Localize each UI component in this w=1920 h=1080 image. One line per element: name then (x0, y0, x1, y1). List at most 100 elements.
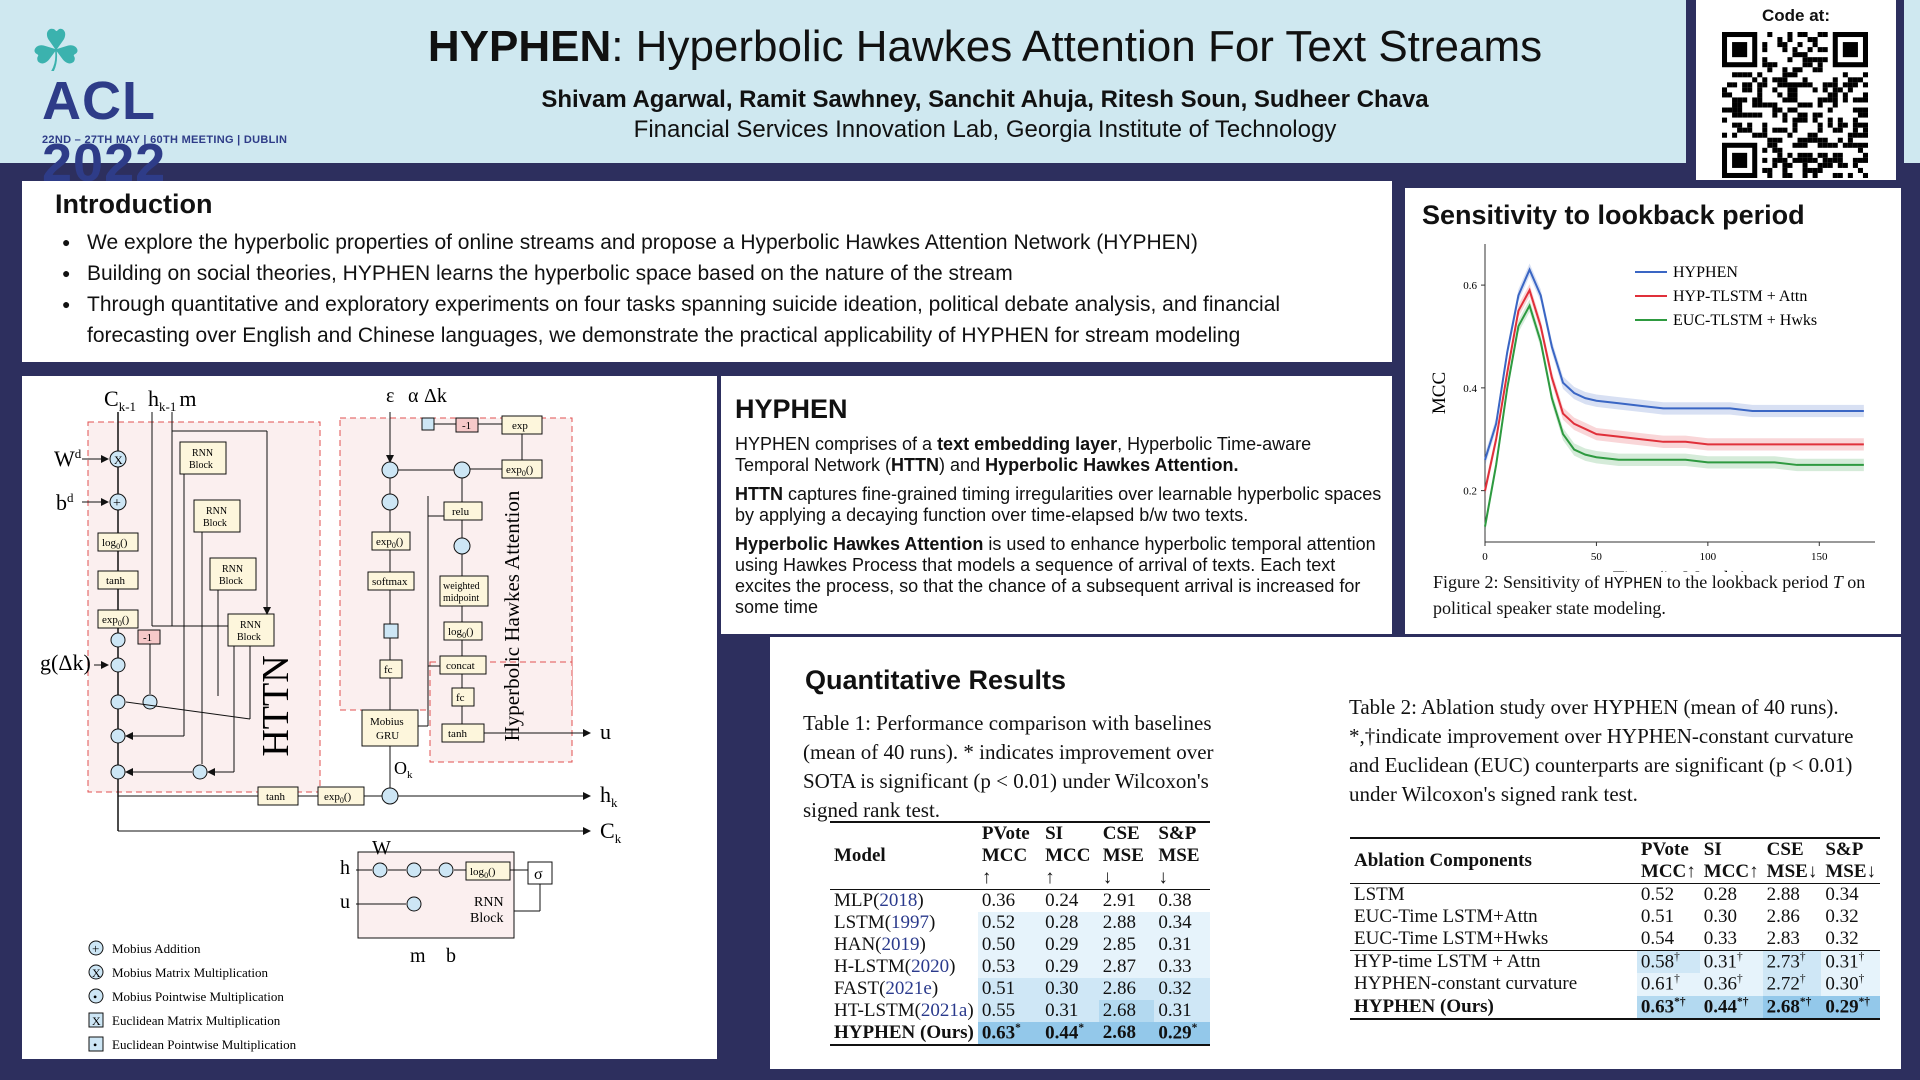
figure-caption: Figure 2: Sensitivity of HYPHEN to the l… (1433, 572, 1866, 618)
qr-panel: Code at: (1696, 0, 1896, 180)
legend-euclidean-matmul: Euclidean Matrix Multiplication (112, 1013, 281, 1028)
relu-text: relu (452, 506, 470, 518)
metric-cell: 0.31 (1154, 934, 1210, 956)
title-rest: : Hyperbolic Hawkes Attention For Text S… (611, 22, 1543, 71)
ablation-name: HYPHEN-constant curvature (1354, 973, 1578, 995)
exp0-out-block (317, 786, 365, 806)
quantitative-results-panel: Quantitative Results Table 1: Performanc… (770, 637, 1901, 1069)
output-hk: hk (600, 782, 618, 810)
svg-text:W: W (372, 837, 391, 859)
metric-cell: 2.87 (1098, 956, 1155, 978)
rnn-block-2: RNN Block (193, 499, 241, 533)
legend-mobius-pointwise: Mobius Pointwise Multiplication (112, 989, 284, 1004)
table2: Ablation Components PVote MCC↑ SI MCC↑ CSE … (1350, 837, 1880, 1020)
svg-text:•: • (93, 1038, 97, 1052)
table1-header-cell: Model (834, 845, 886, 866)
table1-header-cell: S&P MSE ↓ (1158, 823, 1200, 888)
title-bold: HYPHEN (427, 22, 612, 71)
tanh-block (97, 570, 139, 590)
input-bd-label: bd (56, 490, 74, 515)
exp-text: exp (512, 420, 528, 432)
metric-cell: 0.31 (1041, 1000, 1099, 1022)
metric-cell: 0.31† (1699, 950, 1763, 974)
model-name: MLP(2018) (834, 890, 924, 911)
x-tick-label: 100 (1700, 551, 1717, 563)
fc-text: fc (384, 664, 393, 676)
citation-link[interactable]: 2018 (879, 890, 918, 911)
metric-cell: 0.36 (977, 889, 1042, 912)
table1-caption: Table 1: Performance comparison with bas… (803, 711, 1214, 822)
metric-cell: 0.34 (1154, 912, 1210, 934)
legend-euclidean-pointwise: Euclidean Pointwise Multiplication (112, 1037, 297, 1052)
metric-cell: 0.58† (1636, 950, 1700, 974)
table-row: EUC-Time LSTM+Hwks 0.54 0.33 2.83 0.32 (1350, 928, 1880, 951)
citation-link[interactable]: 2021a (920, 1000, 968, 1021)
svg-text:h: h (340, 857, 350, 879)
citation-link[interactable]: 1997 (891, 912, 930, 933)
svg-text:m: m (410, 945, 426, 967)
metric-cell: 2.86 (1098, 978, 1155, 1000)
tanh-out-block (257, 786, 299, 806)
concat-text: concat (446, 660, 475, 672)
metric-cell: 2.88 (1762, 883, 1822, 906)
metric-cell: 0.29 (1041, 956, 1099, 978)
hyphen-heading: HYPHEN (735, 394, 848, 424)
table-row: LSTM(1997) 0.52 0.28 2.88 0.34 (830, 912, 1210, 934)
hyphen-panel: HYPHEN HYPHEN comprises of a text embedd… (721, 376, 1392, 634)
ablation-name: HYPHEN (Ours) (1354, 995, 1494, 1017)
log0-block (97, 532, 139, 552)
input-g-label: g(Δk) (40, 650, 91, 675)
metric-cell: 0.61† (1636, 973, 1700, 996)
ablation-name: EUC-Time LSTM+Attn (1354, 906, 1538, 927)
table2-header-cell: PVote MCC↑ (1640, 839, 1696, 882)
table-row: H-LSTM(2020) 0.53 0.29 2.87 0.33 (830, 956, 1210, 978)
metric-cell: 2.72† (1762, 973, 1822, 996)
metric-cell: 2.68*† (1762, 995, 1822, 1019)
sensitivity-heading: Sensitivity to lookback period (1422, 200, 1805, 230)
tanh-out-text: tanh (266, 791, 285, 803)
input-wd-label: Wd (54, 446, 82, 471)
table1-header-cell: CSE MSE ↓ (1102, 823, 1144, 888)
metric-cell: 2.85 (1098, 934, 1155, 956)
log0-text: log0() (102, 537, 128, 551)
metric-cell: 0.30 (1041, 978, 1099, 1000)
metric-cell: 0.44*† (1699, 995, 1763, 1019)
citation-link[interactable]: 2021e (885, 978, 932, 999)
qr-code-icon[interactable] (1722, 32, 1868, 178)
x-tick-label: 150 (1811, 551, 1828, 563)
series-band-2 (1485, 299, 1864, 533)
x-tick-label: 50 (1591, 551, 1603, 563)
sensitivity-chart: 0.2 0.4 0.6 0 50 100 150 Time (in Months) MCC HYP… (1429, 244, 1875, 572)
rnn-block-3: RNN Block (209, 557, 257, 591)
fc2-text: fc (456, 692, 465, 704)
intro-bullet-3: Through quantitative and exploratory exp… (62, 289, 1382, 351)
table-row: EUC-Time LSTM+Attn 0.51 0.30 2.86 0.32 (1350, 906, 1880, 928)
svg-text:RNN: RNN (240, 620, 261, 631)
table1-header-cell: SI MCC ↑ (1045, 823, 1091, 888)
svg-text:X: X (92, 1014, 101, 1028)
legend-mobius-matmul: Mobius Matrix Multiplication (112, 965, 268, 980)
metric-cell: 0.34 (1821, 883, 1880, 906)
code-label: Code at: (1762, 6, 1830, 25)
series-line-2 (1484, 303, 1864, 527)
table-row: FAST(2021e) 0.51 0.30 2.86 0.32 (830, 978, 1210, 1000)
svg-text:b: b (446, 945, 456, 967)
x-axis-label: Time (in Months) (1613, 568, 1747, 572)
metric-cell: 0.51 (977, 978, 1042, 1000)
table2-header-cell: SI MCC↑ (1703, 839, 1759, 882)
citation-link[interactable]: 2020 (911, 956, 950, 977)
svg-text:RNN: RNN (206, 506, 227, 517)
citation-link[interactable]: 2019 (881, 934, 920, 955)
tanh-hha-text: tanh (448, 728, 467, 740)
metric-cell: 0.28 (1699, 883, 1763, 906)
header: ☘ ACL 2022 22ND – 27TH MAY | 60TH MEETIN… (0, 0, 1686, 193)
mobius-matmul-op (109, 450, 127, 468)
table1-header-row: Model PVote MCC ↑ SI MCC ↑ CSE MSE ↓ S&P MSE… (830, 822, 1210, 890)
shamrock-icon: ☘ (30, 17, 82, 85)
legend: + Mobius Addition X Mobius Matrix Multip… (88, 940, 297, 1052)
metric-cell: 0.32 (1821, 928, 1880, 951)
authors: Shivam Agarwal, Ramit Sawhney, Sanchit A… (541, 86, 1429, 113)
metric-cell: 2.68 (1098, 1000, 1155, 1022)
svg-text:RNN: RNN (474, 895, 504, 910)
metric-cell: 0.32 (1821, 906, 1880, 928)
